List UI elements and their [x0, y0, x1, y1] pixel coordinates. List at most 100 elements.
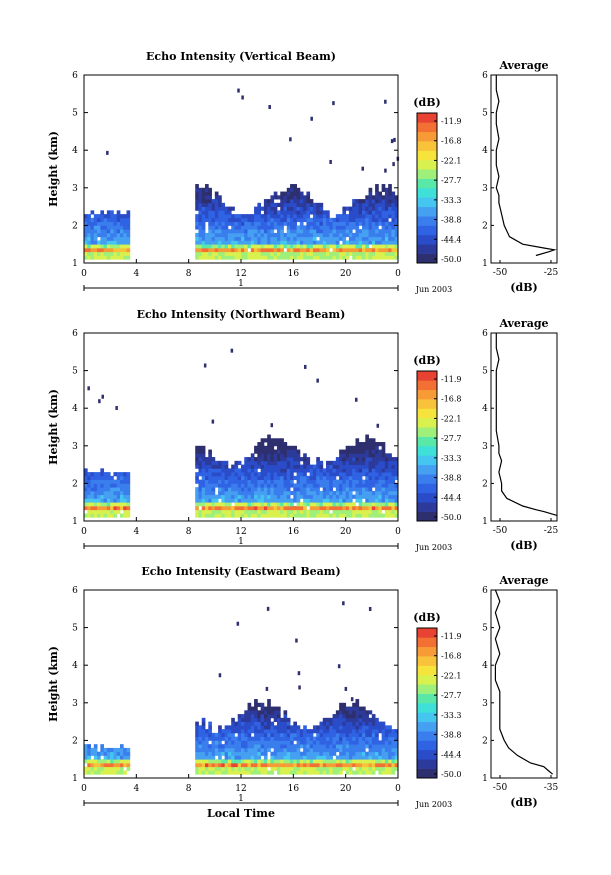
- heatmap-cell: [339, 214, 343, 219]
- heatmap-cell: [276, 762, 281, 768]
- heatmap-cell: [234, 475, 239, 481]
- heatmap-cell: [365, 509, 369, 514]
- heatmap-cell: [237, 736, 242, 741]
- heatmap-cell: [231, 725, 235, 730]
- heatmap-cell: [322, 479, 327, 484]
- heatmap-cell: [394, 251, 399, 256]
- heatmap-cell: [303, 759, 307, 764]
- heatmap-cell: [205, 494, 209, 499]
- heatmap-cell: [319, 494, 324, 499]
- heatmap-cell: [260, 721, 265, 726]
- heatmap-cell: [110, 747, 114, 753]
- heatmap-cell: [286, 729, 291, 734]
- heatmap-cell: [244, 225, 248, 230]
- heatmap-cell: [312, 247, 317, 253]
- heatmap-cell: [368, 442, 373, 447]
- heatmap-cell: [237, 232, 242, 238]
- heatmap-cell: [390, 139, 394, 144]
- heatmap-cell: [322, 755, 327, 760]
- heatmap-cell: [309, 747, 314, 753]
- heatmap-cell: [394, 740, 399, 745]
- heatmap-cell: [84, 229, 88, 234]
- heatmap-cell: [362, 770, 366, 775]
- heatmap-cell: [273, 706, 278, 711]
- heatmap-cell: [267, 702, 271, 707]
- heatmap-cell: [208, 202, 212, 207]
- heatmap-cell: [267, 255, 271, 260]
- heatmap-cell: [201, 210, 206, 215]
- colorbar-swatch: [417, 427, 437, 437]
- heatmap-cell: [286, 210, 291, 215]
- heatmap-cell: [90, 502, 95, 507]
- heatmap-cell: [394, 483, 399, 488]
- heatmap-cell: [103, 483, 108, 488]
- heatmap-cell: [368, 229, 373, 234]
- heatmap-cell: [368, 195, 373, 200]
- heatmap-cell: [299, 232, 304, 238]
- heatmap-cell: [234, 509, 239, 514]
- heatmap-cell: [312, 464, 317, 469]
- heatmap-cell: [257, 729, 262, 734]
- heatmap-cell: [391, 232, 396, 238]
- heatmap-cell: [113, 483, 118, 488]
- heatmap-cell: [257, 442, 262, 447]
- heatmap-cell: [394, 744, 399, 749]
- heatmap-cell: [342, 460, 347, 465]
- heatmap-cell: [375, 221, 379, 226]
- heatmap-cell: [273, 479, 278, 484]
- heatmap-cell: [250, 255, 255, 260]
- heatmap-cell: [254, 744, 258, 749]
- heatmap-cell: [283, 770, 288, 775]
- heatmap-cell: [87, 505, 91, 511]
- heatmap-cell: [263, 717, 268, 722]
- heatmap-cell: [345, 725, 350, 730]
- heatmap-cell: [296, 751, 301, 756]
- heatmap-cell: [237, 460, 242, 465]
- heatmap-cell: [348, 457, 353, 462]
- heatmap-cell: [116, 762, 121, 768]
- heatmap-cell: [270, 755, 275, 760]
- heatmap-cell: [84, 766, 88, 771]
- heatmap-cell: [355, 498, 360, 503]
- heatmap-cell: [123, 483, 127, 488]
- heatmap-cell: [319, 217, 324, 223]
- heatmap-cell: [365, 251, 369, 256]
- heatmap-cell: [254, 247, 258, 253]
- heatmap-cell: [205, 236, 209, 241]
- heatmap-cell: [205, 766, 209, 771]
- heatmap-cell: [378, 513, 383, 518]
- heatmap-cell: [332, 766, 337, 771]
- heatmap-cell: [316, 498, 320, 503]
- heatmap-cell: [276, 453, 281, 458]
- profile-y-tick-label: 2: [482, 221, 488, 231]
- heatmap-cell: [247, 740, 252, 745]
- heatmap-cell: [214, 509, 219, 514]
- heatmap-cell: [205, 191, 209, 196]
- profile-frame: [490, 332, 558, 522]
- y-tick-label: 3: [72, 699, 78, 709]
- heatmap-cell: [296, 244, 301, 249]
- heatmap-cell: [394, 195, 399, 200]
- heatmap-cell: [388, 759, 392, 764]
- heatmap-cell: [283, 487, 288, 492]
- heatmap-cell: [394, 490, 399, 496]
- heatmap-cell: [394, 498, 399, 503]
- heatmap-cell: [391, 210, 396, 215]
- heatmap-cell: [303, 217, 307, 223]
- heatmap-cell: [234, 736, 239, 741]
- heatmap-cell: [312, 475, 317, 481]
- heatmap-cell: [348, 475, 353, 481]
- heatmap-cell: [306, 736, 311, 741]
- heatmap-cell: [93, 766, 98, 771]
- heatmap-cell: [299, 210, 304, 215]
- heatmap-cell: [326, 744, 330, 749]
- heatmap-cell: [365, 766, 369, 771]
- heatmap-cell: [208, 210, 212, 215]
- heatmap-cell: [218, 475, 222, 481]
- heatmap-cell: [260, 479, 265, 484]
- heatmap-cell: [296, 453, 301, 458]
- heatmap-cell: [231, 206, 235, 211]
- heatmap-cell: [93, 225, 98, 230]
- heatmap-cell: [335, 744, 340, 749]
- heatmap-cell: [273, 732, 278, 738]
